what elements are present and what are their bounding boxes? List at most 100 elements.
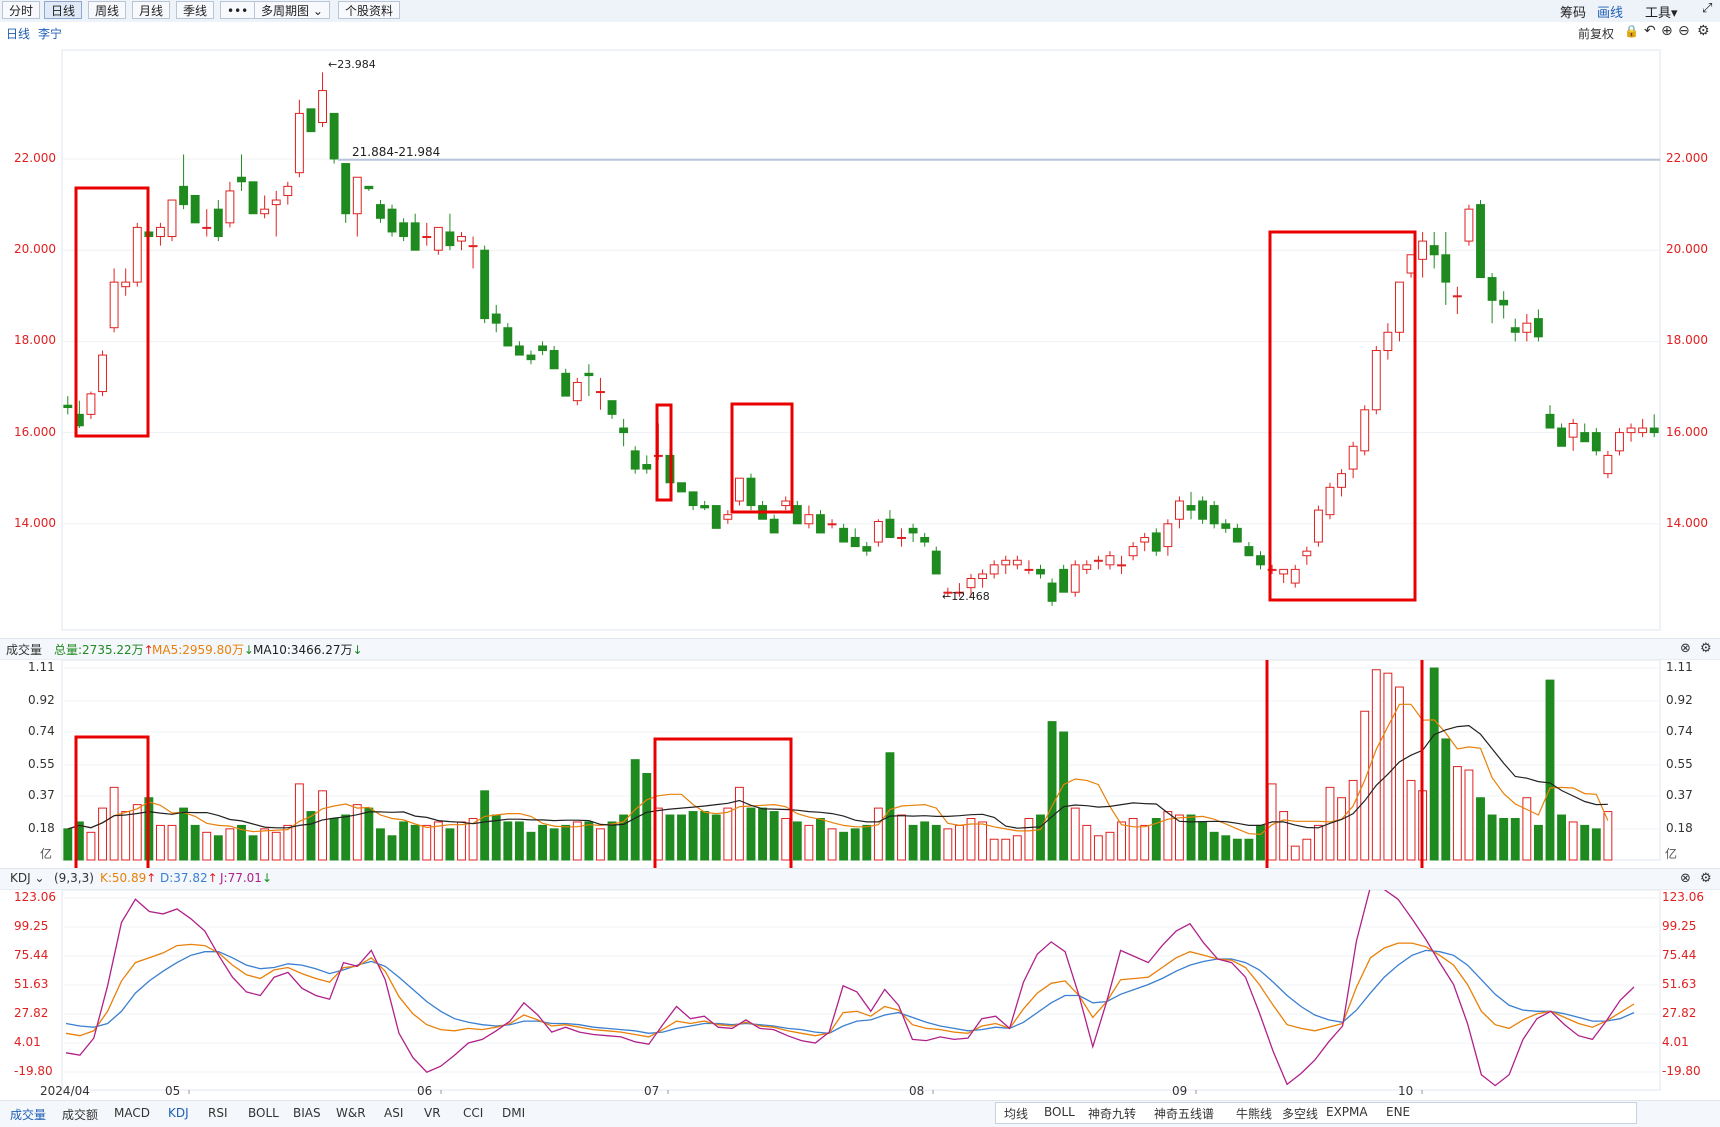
x-axis-label: 10 [1398, 1084, 1414, 1098]
kdj-j-value: J:77.01↓ [220, 871, 272, 885]
settings-gear-icon[interactable]: ⚙ [1697, 23, 1710, 39]
fullscreen-icon[interactable]: ⤢ [1702, 1, 1713, 16]
candle-up [271, 199, 281, 206]
volume-bar-down [445, 828, 455, 861]
chips-button[interactable]: 筹码 [1560, 6, 1587, 21]
draw-line-button[interactable]: 画线 [1597, 6, 1624, 21]
indicator-tab[interactable]: DMI [502, 1106, 526, 1120]
overlay-tab[interactable]: BOLL [1044, 1105, 1075, 1119]
volume-bar-up [1024, 817, 1034, 861]
candle-up [966, 578, 976, 589]
candle-down [514, 345, 524, 356]
indicator-tab[interactable]: BIAS [293, 1106, 321, 1120]
volume-bar-down [700, 811, 710, 861]
indicator-tab[interactable]: BOLL [248, 1106, 279, 1120]
candle-up [1626, 427, 1636, 434]
overlay-tab[interactable]: EXPMA [1326, 1105, 1368, 1119]
indicator-tab[interactable]: 成交量 [10, 1108, 47, 1122]
lock-icon[interactable]: 🔒 [1624, 24, 1639, 38]
volume-title[interactable]: 成交量 [6, 643, 43, 657]
volume-bar-up [978, 821, 988, 861]
zoom-in-icon[interactable]: ⊕ [1661, 23, 1673, 39]
candle-up [954, 591, 964, 594]
zoom-out-icon[interactable]: ⊖ [1678, 23, 1690, 39]
candle-down [1429, 245, 1439, 256]
kdj-axis-label-right: 99.25 [1662, 919, 1697, 933]
indicator-tab[interactable]: KDJ [168, 1106, 189, 1120]
overlay-tab[interactable]: 牛熊线 [1236, 1107, 1273, 1121]
candle-down [364, 185, 374, 190]
overlay-tab[interactable]: ENE [1386, 1105, 1411, 1119]
indicator-tab[interactable]: RSI [208, 1106, 228, 1120]
candle-up [1568, 422, 1578, 438]
overlay-tab[interactable]: 均线 [1004, 1107, 1029, 1121]
volume-bar-down [931, 824, 941, 861]
adjust-mode[interactable]: 前复权 [1578, 27, 1615, 41]
indicator-tab[interactable]: W&R [336, 1106, 366, 1120]
volume-bar-up [1163, 811, 1173, 861]
kdj-k-value: K:50.89↑ [100, 871, 157, 885]
candle-down [862, 546, 872, 552]
undo-icon[interactable]: ↶ [1644, 23, 1656, 39]
overlay-tab[interactable]: 多空线 [1282, 1107, 1319, 1121]
period-tab-daily[interactable]: 日线 [44, 1, 83, 19]
volume-bar-down [1476, 797, 1485, 861]
more-periods-button[interactable]: ••• [220, 1, 256, 19]
volume-bar-up [1175, 814, 1184, 861]
volume-bar-up [283, 824, 293, 861]
kdj-panel-frame [61, 889, 1661, 1091]
candle-down [769, 518, 779, 534]
volume-axis-label-right: 0.74 [1666, 724, 1693, 738]
volume-bar-down [862, 824, 872, 861]
candle-down [1580, 432, 1590, 443]
volume-bar-down [1151, 817, 1161, 861]
indicator-tab[interactable]: MACD [114, 1106, 150, 1120]
candle-down [237, 176, 246, 183]
price-axis-label-left: 22.000 [14, 151, 56, 165]
overlay-tab[interactable]: 神奇五线谱 [1154, 1107, 1215, 1121]
kdj-settings-icon[interactable]: ⚙ [1700, 871, 1712, 886]
period-tab-intraday[interactable]: 分时 [2, 1, 41, 19]
candle-up [352, 176, 362, 215]
period-tab-weekly[interactable]: 周线 [88, 1, 127, 19]
candle-up [943, 591, 953, 594]
panel-settings-icon[interactable]: ⚙ [1700, 641, 1712, 656]
candle-down [190, 194, 200, 224]
overlay-tab[interactable]: 神奇九转 [1088, 1107, 1137, 1121]
candle-up [1360, 409, 1370, 452]
volume-axis-label-right: 0.18 [1666, 820, 1693, 835]
indicator-tab[interactable]: ASI [384, 1106, 404, 1120]
indicator-tab[interactable]: VR [424, 1106, 441, 1120]
volume-bar-down [769, 811, 779, 861]
volume-bar-up [1360, 710, 1370, 861]
close-kdj-icon[interactable]: ⊗ [1680, 871, 1691, 886]
candle-down [63, 404, 73, 409]
volume-bar-up [271, 831, 281, 861]
close-panel-icon[interactable]: ⊗ [1680, 641, 1691, 656]
kdj-j-line [65, 886, 1635, 1087]
kdj-axis-label-left: 75.44 [14, 948, 49, 962]
candle-down [1441, 254, 1451, 283]
indicator-tab[interactable]: 成交额 [62, 1108, 99, 1122]
multi-period-dropdown[interactable]: 多周期图 ⌄ [254, 1, 330, 19]
volume-bar-up [1302, 838, 1312, 861]
price-axis-label-left: 20.000 [14, 242, 56, 257]
kdj-title[interactable]: KDJ ⌄ [10, 871, 45, 885]
candle-up [1371, 350, 1381, 411]
volume-bar-up [1093, 835, 1103, 861]
indicator-tab[interactable]: CCI [463, 1106, 484, 1120]
candle-up [1615, 432, 1624, 452]
volume-bar-down [329, 817, 339, 861]
period-tab-monthly[interactable]: 月线 [132, 1, 171, 19]
volume-bar-up [1070, 807, 1080, 861]
kdj-axis-label-right: -19.80 [1662, 1064, 1701, 1078]
tools-menu[interactable]: 工具▾ [1645, 6, 1678, 21]
period-tab-quarterly[interactable]: 季线 [176, 1, 215, 19]
volume-bar-down [1244, 838, 1254, 861]
candle-down [1256, 555, 1265, 566]
candle-down [491, 313, 501, 324]
volume-bar-down [1036, 814, 1045, 861]
stock-info-button[interactable]: 个股资料 [338, 1, 401, 19]
candle-up [897, 536, 906, 539]
